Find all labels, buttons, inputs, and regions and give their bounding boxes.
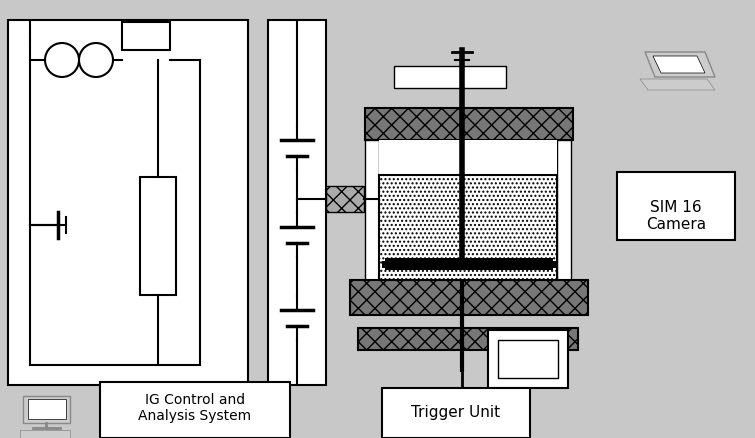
Polygon shape [653,56,705,73]
Bar [379,140,557,175]
Bar [498,340,558,378]
Circle shape [45,43,79,77]
Bar [8,20,248,385]
Bar [100,382,290,438]
Bar [140,177,176,295]
Bar [268,20,326,385]
Bar [365,140,379,280]
Polygon shape [23,396,70,423]
Bar [358,328,578,350]
Polygon shape [640,79,715,90]
Bar [557,140,571,280]
Bar [379,175,557,280]
Bar [350,280,588,315]
Bar [122,22,170,50]
Polygon shape [645,52,715,77]
Text: SIM 16
Camera: SIM 16 Camera [646,200,706,233]
Bar [385,258,553,270]
Circle shape [79,43,113,77]
Text: Trigger Unit: Trigger Unit [411,405,501,420]
Bar [394,66,506,88]
Bar [365,108,573,140]
Bar [382,388,530,438]
Text: IG Control and
Analysis System: IG Control and Analysis System [138,393,251,423]
Bar [326,186,364,212]
Bar [488,330,568,388]
Bar [28,399,66,419]
Bar [617,172,735,240]
Bar [20,430,70,438]
